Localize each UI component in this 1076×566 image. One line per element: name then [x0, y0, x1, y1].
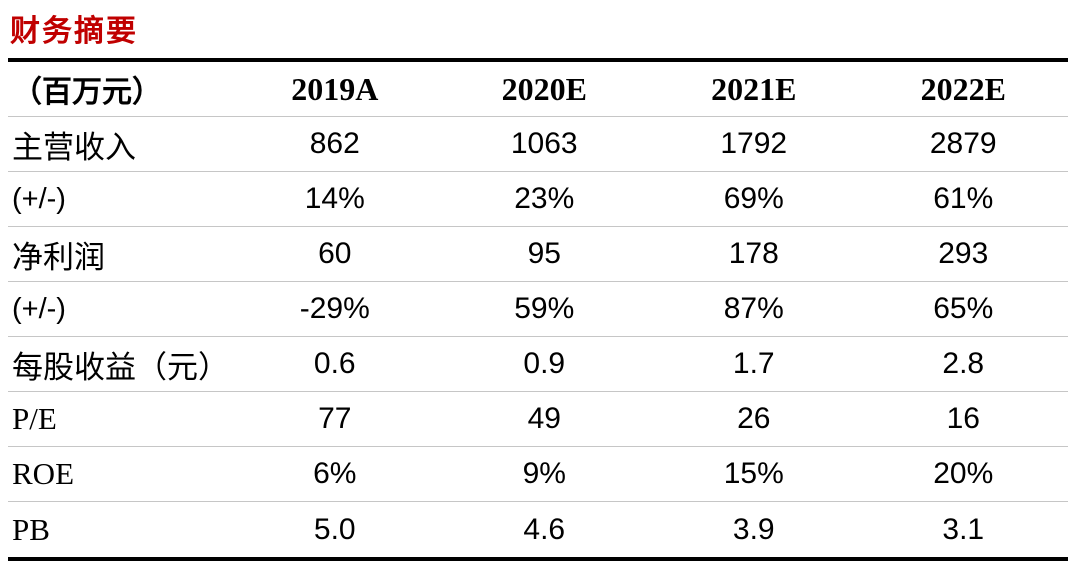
table-row-eps: 每股收益（元） 0.6 0.9 1.7 2.8 [8, 337, 1068, 392]
column-header-2022e: 2022E [920, 70, 1006, 107]
table-row-pe: P/E 77 49 26 16 [8, 392, 1068, 447]
unit-label: （百万元） [12, 76, 162, 109]
row-label: (+/-) [12, 182, 66, 215]
table-row-net-profit: 净利润 60 95 178 293 [8, 227, 1068, 282]
cell-value: 16 [946, 402, 980, 435]
row-label: 净利润 [12, 239, 105, 275]
cell-value: 95 [527, 237, 561, 270]
row-label: 每股收益（元） [12, 349, 229, 385]
cell-value: 293 [938, 237, 989, 270]
cell-value: 1.7 [732, 347, 775, 380]
cell-value: 2.8 [942, 347, 985, 380]
cell-value: 77 [318, 402, 352, 435]
cell-value: 3.9 [732, 512, 775, 546]
financial-summary-table: （百万元） 2019A 2020E 2021E 2022E 主营收入 862 1… [8, 58, 1068, 561]
cell-value: -29% [299, 292, 370, 325]
cell-value: 0.6 [313, 347, 356, 380]
column-header-2020e: 2020E [501, 70, 587, 107]
column-header-2019a: 2019A [291, 70, 379, 107]
cell-value: 15% [723, 457, 784, 490]
table-row-net-profit-growth: (+/-) -29% 59% 87% 65% [8, 282, 1068, 337]
cell-value: 26 [737, 402, 771, 435]
cell-value: 1792 [720, 127, 788, 160]
cell-value: 59% [514, 292, 575, 325]
cell-value: 69% [723, 182, 784, 215]
cell-value: 14% [304, 182, 365, 215]
cell-value: 87% [723, 292, 784, 325]
cell-value: 20% [933, 457, 994, 490]
cell-value: 2879 [929, 127, 997, 160]
cell-value: 4.6 [523, 512, 566, 546]
table-header-row: （百万元） 2019A 2020E 2021E 2022E [8, 62, 1068, 117]
row-label: P/E [12, 401, 57, 436]
cell-value: 23% [514, 182, 575, 215]
table-row-pb: PB 5.0 4.6 3.9 3.1 [8, 502, 1068, 557]
cell-value: 5.0 [313, 512, 356, 546]
cell-value: 862 [309, 127, 360, 160]
cell-value: 60 [318, 237, 352, 270]
cell-value: 65% [933, 292, 994, 325]
row-label: (+/-) [12, 292, 66, 325]
row-label: ROE [12, 456, 74, 491]
cell-value: 178 [728, 237, 779, 270]
cell-value: 9% [522, 457, 566, 490]
row-label: 主营收入 [12, 129, 136, 165]
cell-value: 49 [527, 402, 561, 435]
row-label: PB [12, 511, 50, 547]
cell-value: 3.1 [942, 512, 985, 546]
cell-value: 1063 [510, 127, 578, 160]
table-row-roe: ROE 6% 9% 15% 20% [8, 447, 1068, 502]
page-title: 财务摘要 [10, 15, 138, 48]
cell-value: 0.9 [523, 347, 566, 380]
cell-value: 61% [933, 182, 994, 215]
table-row-revenue-growth: (+/-) 14% 23% 69% 61% [8, 172, 1068, 227]
cell-value: 6% [313, 457, 357, 490]
column-header-2021e: 2021E [711, 70, 797, 107]
table-row-revenue: 主营收入 862 1063 1792 2879 [8, 117, 1068, 172]
